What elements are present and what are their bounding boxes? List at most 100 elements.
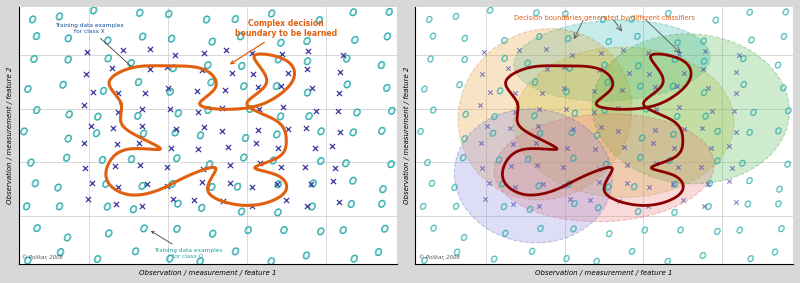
Point [671,40,684,45]
Y-axis label: Observation / measurement / feature 2: Observation / measurement / feature 2 [7,67,13,204]
Point [561,146,574,151]
Point [530,163,543,168]
Point [205,80,218,85]
Point [730,91,742,95]
Point [702,86,715,90]
Point [711,129,724,134]
Point [474,103,486,107]
Point [206,185,218,189]
Point [102,38,114,43]
Point [782,108,794,113]
Point [82,197,94,201]
Point [229,249,242,254]
Point [135,124,148,128]
Point [203,162,216,166]
Point [53,204,66,209]
Point [385,162,398,166]
Point [197,166,210,171]
Point [108,164,121,168]
Point [616,48,629,53]
Point [172,111,185,115]
Point [475,166,488,170]
Point [597,17,610,22]
Point [534,226,547,231]
Point [53,14,66,19]
Point [622,71,635,76]
Point [533,34,546,39]
Ellipse shape [454,109,612,243]
Point [632,64,645,68]
Point [669,57,682,62]
Point [426,181,438,186]
Point [698,204,710,209]
Point [198,124,210,129]
Point [162,85,174,90]
Point [613,199,626,203]
Point [557,164,570,169]
Point [663,158,676,163]
Point [250,141,262,146]
Point [144,67,157,71]
Point [267,158,280,163]
Point [274,40,287,45]
Point [26,17,39,22]
Point [640,107,653,111]
Point [649,128,662,132]
Point [136,106,149,111]
Y-axis label: Observation / measurement / feature 2: Observation / measurement / feature 2 [403,67,410,204]
Point [513,48,526,52]
Point [540,67,553,71]
Point [22,87,34,91]
Point [340,56,353,61]
Point [535,90,548,95]
Point [698,49,711,54]
X-axis label: Observation / measurement / feature 1: Observation / measurement / feature 1 [139,270,276,276]
Point [427,108,440,112]
Point [375,63,388,67]
Point [166,182,178,186]
Point [314,159,327,163]
Point [91,257,104,261]
Point [221,145,234,149]
Point [195,205,208,210]
Point [642,51,654,55]
Point [569,111,582,115]
Point [600,162,613,166]
Point [306,204,318,209]
Point [593,166,606,171]
Point [594,124,607,129]
Point [773,187,786,192]
Point [349,38,362,42]
Point [143,47,156,52]
Point [590,133,603,138]
Point [634,155,646,160]
Point [482,181,495,185]
Point [702,182,714,186]
Text: Training data examples
for class X: Training data examples for class X [55,23,134,69]
Point [62,136,74,141]
Point [99,182,112,186]
Point [29,181,42,186]
Point [341,82,354,87]
Point [494,89,506,93]
Point [380,86,393,90]
Point [562,182,575,186]
Point [532,184,545,188]
Point [670,114,683,119]
Point [78,141,90,146]
Point [234,34,247,38]
Point [728,109,741,113]
Point [91,114,104,119]
Point [162,12,175,16]
Point [196,68,209,72]
Point [486,131,499,136]
Point [229,17,242,22]
Point [125,61,138,65]
Point [602,231,615,236]
Text: Training data examples
for class O: Training data examples for class O [152,231,222,259]
Point [537,182,550,187]
Point [54,250,67,254]
Point [169,130,182,135]
Point [417,204,430,209]
Point [562,37,574,41]
